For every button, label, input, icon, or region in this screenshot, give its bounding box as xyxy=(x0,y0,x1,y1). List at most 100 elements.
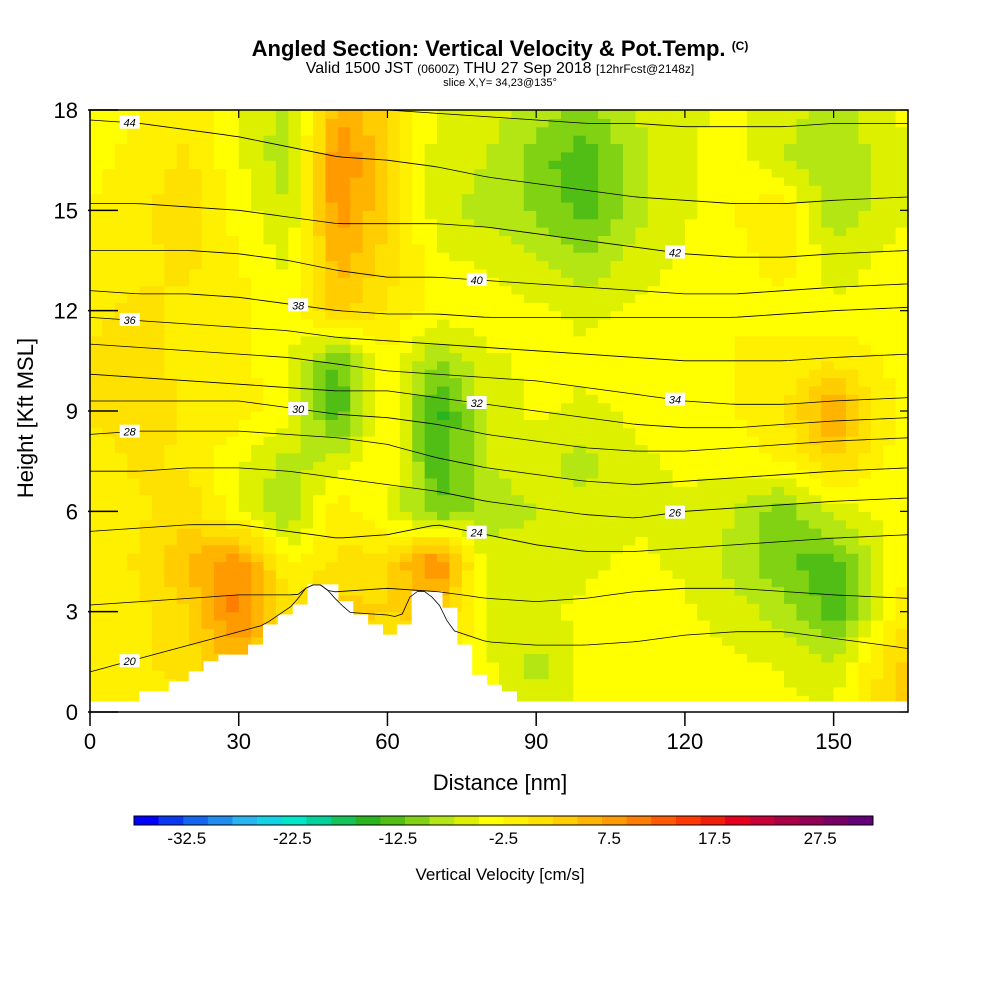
velocity-cell xyxy=(263,402,277,412)
velocity-cell xyxy=(511,193,525,203)
velocity-cell xyxy=(746,494,760,504)
velocity-cell xyxy=(734,686,748,696)
velocity-cell xyxy=(499,661,512,671)
velocity-cell xyxy=(870,118,884,128)
velocity-cell xyxy=(474,227,488,237)
velocity-cell xyxy=(213,193,227,203)
velocity-cell xyxy=(251,586,265,596)
velocity-cell xyxy=(895,486,908,496)
velocity-cell xyxy=(90,143,103,153)
velocity-cell xyxy=(870,678,884,688)
forecast-label: [12hrFcst@2148z] xyxy=(595,62,695,76)
velocity-cell xyxy=(213,302,227,312)
velocity-cell xyxy=(523,578,537,588)
velocity-cell xyxy=(325,227,339,237)
velocity-cell xyxy=(449,185,463,195)
velocity-cell xyxy=(870,344,884,354)
velocity-cell xyxy=(139,536,153,546)
velocity-cell xyxy=(399,201,413,211)
velocity-cell xyxy=(697,569,711,579)
velocity-cell xyxy=(598,628,612,638)
velocity-cell xyxy=(759,402,773,412)
velocity-cell xyxy=(461,143,475,153)
velocity-cell xyxy=(709,377,723,387)
velocity-cell xyxy=(622,377,636,387)
velocity-cell xyxy=(375,461,389,471)
velocity-cell xyxy=(114,302,128,312)
velocity-cell xyxy=(895,578,908,588)
velocity-cell xyxy=(548,461,562,471)
velocity-cell xyxy=(846,427,860,437)
velocity-cell xyxy=(585,670,599,680)
velocity-cell xyxy=(536,411,550,420)
velocity-cell xyxy=(511,360,525,370)
velocity-cell xyxy=(784,686,798,696)
velocity-cell xyxy=(362,611,376,621)
velocity-cell xyxy=(709,369,723,379)
velocity-cell xyxy=(139,310,153,320)
velocity-cell xyxy=(573,143,587,153)
velocity-cell xyxy=(523,394,537,404)
velocity-cell xyxy=(833,670,847,680)
velocity-cell xyxy=(263,310,277,320)
velocity-cell xyxy=(300,151,314,161)
velocity-cell xyxy=(660,285,674,295)
velocity-cell xyxy=(833,561,847,571)
velocity-cell xyxy=(238,486,252,496)
velocity-cell xyxy=(746,143,760,153)
velocity-cell xyxy=(263,569,277,579)
velocity-cell xyxy=(499,110,512,119)
velocity-cell xyxy=(585,411,599,420)
velocity-cell xyxy=(127,126,141,136)
velocity-cell xyxy=(560,586,574,596)
velocity-cell xyxy=(895,193,908,203)
velocity-cell xyxy=(784,436,798,446)
velocity-cell xyxy=(610,553,624,563)
velocity-cell xyxy=(746,402,760,412)
velocity-cell xyxy=(560,611,574,621)
velocity-cell xyxy=(883,444,897,454)
velocity-cell xyxy=(759,227,773,237)
velocity-cell xyxy=(846,645,860,655)
velocity-cell xyxy=(610,344,624,354)
velocity-cell xyxy=(833,394,847,404)
velocity-cell xyxy=(796,118,810,128)
velocity-cell xyxy=(313,369,327,379)
velocity-cell xyxy=(511,436,525,446)
velocity-cell xyxy=(337,411,351,420)
velocity-cell xyxy=(536,126,550,136)
velocity-cell xyxy=(114,126,128,136)
velocity-cell xyxy=(759,360,773,370)
velocity-cell xyxy=(771,553,785,563)
velocity-cell xyxy=(746,686,760,696)
velocity-cell xyxy=(536,628,550,638)
velocity-cell xyxy=(598,151,612,161)
velocity-cell xyxy=(858,678,872,688)
velocity-cell xyxy=(176,344,190,354)
velocity-cell xyxy=(610,135,624,145)
velocity-cell xyxy=(821,327,835,337)
velocity-cell xyxy=(759,469,773,479)
velocity-cell xyxy=(90,461,103,471)
velocity-cell xyxy=(201,419,215,429)
velocity-cell xyxy=(313,252,327,262)
velocity-cell xyxy=(734,151,748,161)
velocity-cell xyxy=(598,427,612,437)
velocity-cell xyxy=(858,645,872,655)
velocity-cell xyxy=(598,293,612,303)
velocity-cell xyxy=(176,519,190,529)
velocity-cell xyxy=(821,628,835,638)
velocity-cell xyxy=(201,636,215,646)
velocity-cell xyxy=(189,436,203,446)
velocity-cell xyxy=(226,452,240,462)
velocity-cell xyxy=(895,227,908,237)
velocity-cell xyxy=(313,469,327,479)
velocity-cell xyxy=(288,227,302,237)
velocity-cell xyxy=(722,243,736,253)
velocity-cell xyxy=(585,126,599,136)
velocity-cell xyxy=(337,486,351,496)
velocity-cell xyxy=(412,411,426,420)
velocity-cell xyxy=(375,402,389,412)
velocity-cell xyxy=(684,344,698,354)
velocity-cell xyxy=(127,385,141,395)
